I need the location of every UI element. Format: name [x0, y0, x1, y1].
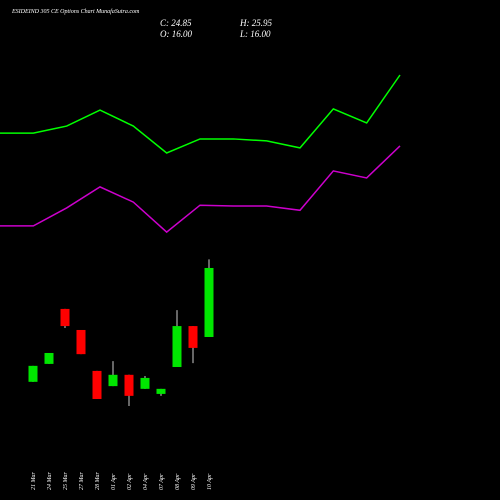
close-label: C: 24.85 [160, 18, 192, 28]
x-tick-label: 24 Mar [46, 472, 53, 490]
x-tick-label: 04 Apr [142, 473, 149, 490]
candle-body [188, 326, 198, 348]
x-tick-label: 25 Mar [63, 472, 69, 490]
candle-body [44, 352, 54, 364]
x-tick-label: 10 Apr [207, 473, 213, 490]
x-tick-label: 01 Apr [111, 473, 117, 490]
x-tick-label: 02 Apr [127, 473, 133, 490]
high-label: H: 25.95 [239, 18, 272, 28]
chart-title: ESIDEIND 305 CE Options Chart MunafaSutr… [11, 8, 140, 15]
x-tick-label: 07 Apr [159, 473, 165, 490]
candle-body [76, 329, 86, 355]
candle-body [60, 308, 70, 327]
indicator-line [0, 145, 401, 234]
indicator-line [0, 74, 401, 154]
candle-body [140, 377, 150, 389]
candle-body [204, 267, 214, 337]
open-label: O: 16.00 [160, 29, 192, 39]
candle-body [108, 374, 118, 387]
candle-body [156, 388, 166, 394]
candle-body [124, 374, 134, 396]
low-label: L: 16.00 [239, 29, 271, 39]
candle-body [172, 326, 182, 368]
candle-body [92, 370, 102, 399]
x-tick-label: 28 Mar [95, 472, 101, 490]
x-tick-label: 27 Mar [79, 472, 85, 490]
x-tick-label: 09 Apr [191, 473, 197, 490]
x-tick-label: 21 Mar [31, 472, 37, 490]
candle-body [28, 365, 38, 382]
x-tick-label: 08 Apr [175, 473, 181, 490]
